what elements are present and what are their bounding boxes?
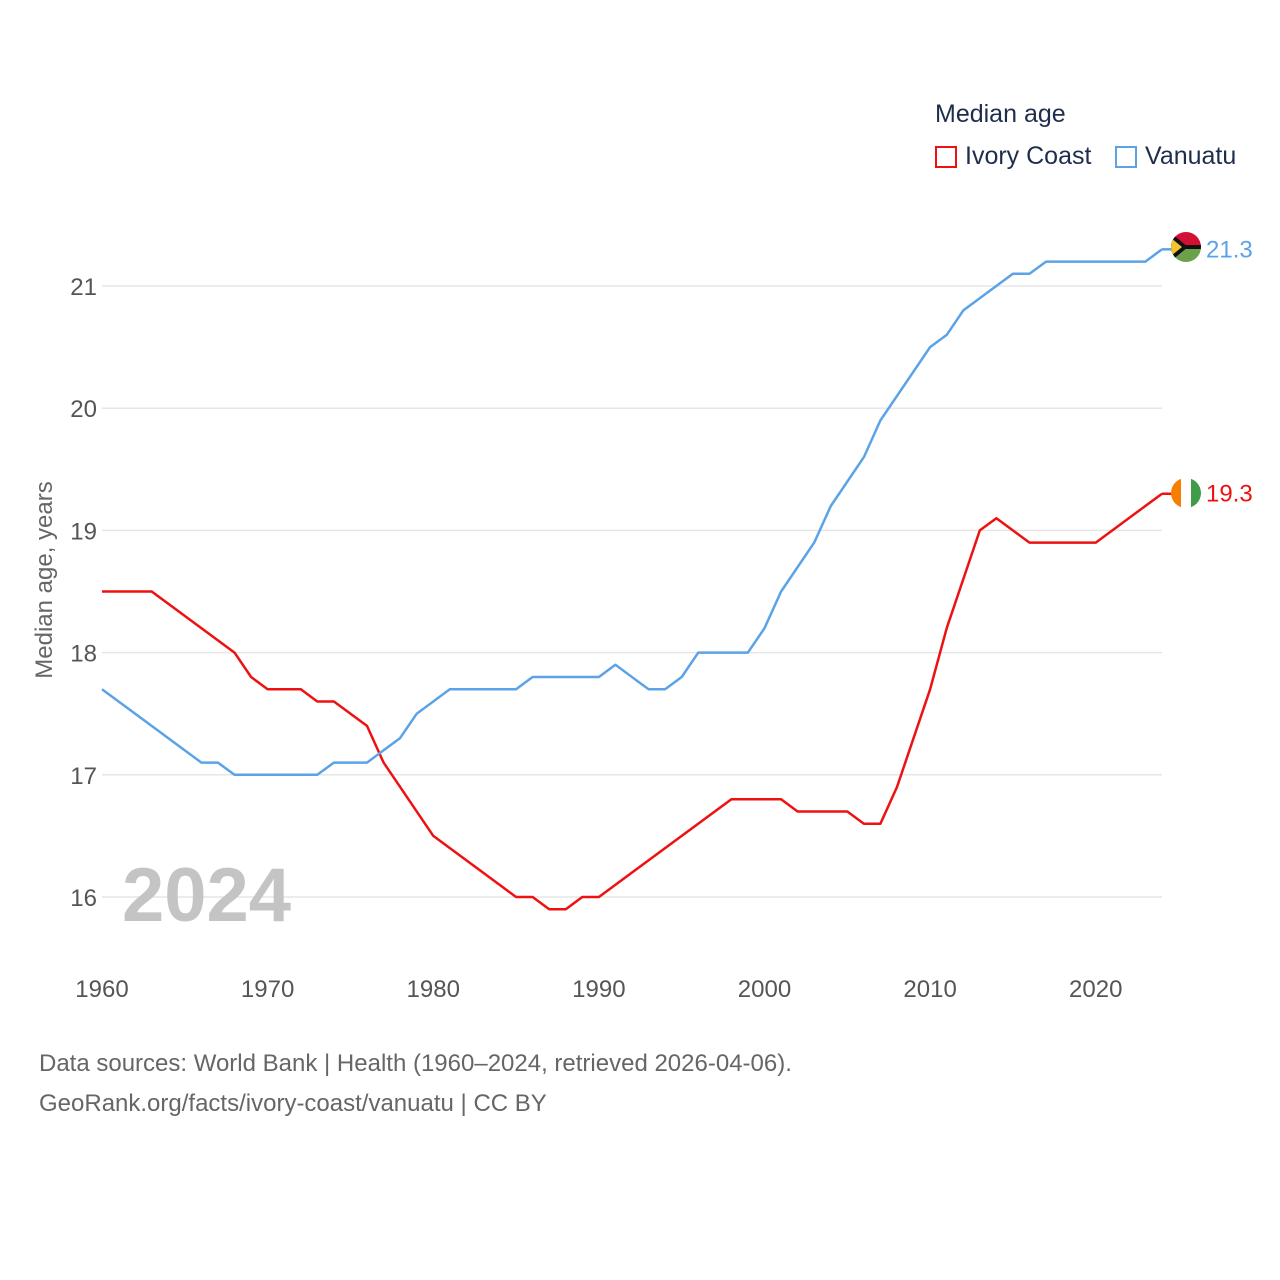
y-tick-label-16: 16 <box>70 885 97 912</box>
legend-label-ivory-coast: Ivory Coast <box>965 142 1092 170</box>
series-line-ivory-coast <box>102 492 1163 911</box>
end-label-vanuatu: 21.3 <box>1206 236 1253 263</box>
x-tick-label-1970: 1970 <box>241 976 294 1003</box>
y-tick-label-20: 20 <box>70 396 97 423</box>
legend-item-ivory-coast[interactable]: Ivory Coast <box>935 142 1091 171</box>
y-axis-ticks: 16 17 18 19 20 21 <box>70 274 97 912</box>
year-overlay: 2024 <box>122 853 291 938</box>
x-axis-ticks: 1960 1970 1980 1990 2000 2010 2020 <box>75 976 1122 1003</box>
data-sources: Data sources: World Bank | Health (1960–… <box>39 1044 792 1124</box>
legend-item-vanuatu[interactable]: Vanuatu <box>1115 142 1236 171</box>
end-value-labels: 19.3 21.3 <box>1206 236 1253 507</box>
x-tick-label-1990: 1990 <box>572 976 625 1003</box>
gridlines <box>102 285 1162 898</box>
x-tick-label-1960: 1960 <box>75 976 128 1003</box>
y-tick-label-18: 18 <box>70 641 97 668</box>
legend-swatch-vanuatu <box>1115 145 1137 168</box>
x-tick-label-2010: 2010 <box>903 976 956 1003</box>
legend-title: Median age <box>935 100 1066 128</box>
end-markers <box>1171 232 1201 508</box>
y-tick-label-21: 21 <box>70 274 97 301</box>
vanuatu-flag-icon <box>1171 232 1201 262</box>
x-tick-label-1980: 1980 <box>407 976 460 1003</box>
x-tick-label-2000: 2000 <box>738 976 791 1003</box>
end-label-ivory-coast: 19.3 <box>1206 481 1253 508</box>
sources-line-2: GeoRank.org/facts/ivory-coast/vanuatu | … <box>39 1090 547 1117</box>
sources-line-1: Data sources: World Bank | Health (1960–… <box>39 1050 792 1077</box>
series-lines <box>101 248 1172 911</box>
legend-swatch-ivory-coast <box>935 145 957 168</box>
y-tick-label-19: 19 <box>70 518 97 545</box>
legend-label-vanuatu: Vanuatu <box>1145 142 1237 170</box>
x-tick-label-2020: 2020 <box>1069 976 1122 1003</box>
y-axis-label: Median age, years <box>31 481 58 678</box>
ivory-coast-flag-icon <box>1171 478 1201 508</box>
series-line-vanuatu <box>101 248 1163 777</box>
y-tick-label-17: 17 <box>70 763 97 790</box>
